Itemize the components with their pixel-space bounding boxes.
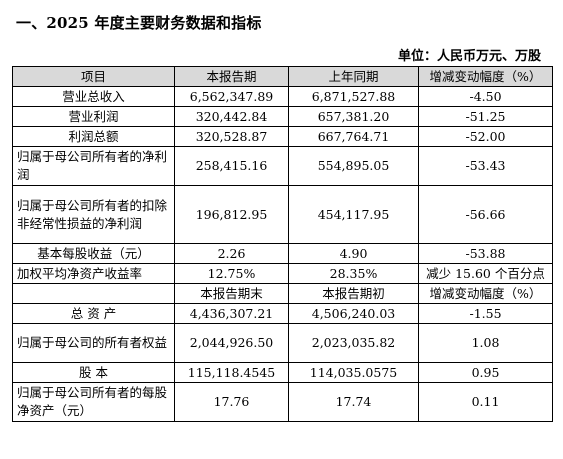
prior-value: 28.35% — [288, 263, 419, 284]
financial-data-table: 项目 本报告期 上年同期 增减变动幅度（%） 营业总收入 6,562,347.8… — [12, 66, 553, 422]
row-label: 归属于母公司所有者的每股净资产（元） — [12, 382, 175, 422]
row-label: 总 资 产 — [12, 303, 175, 324]
header-item: 项目 — [12, 66, 175, 87]
table-row: 总 资 产 4,436,307.21 4,506,240.03 -1.55 — [12, 303, 553, 324]
subheader-period-start: 本报告期初 — [288, 283, 419, 304]
row-label: 归属于母公司的所有者权益 — [12, 323, 175, 363]
table-row: 归属于母公司的所有者权益 2,044,926.50 2,023,035.82 1… — [12, 323, 553, 363]
header-current-period: 本报告期 — [174, 66, 289, 87]
change-value: 1.08 — [418, 323, 553, 363]
prior-value: 667,764.71 — [288, 126, 419, 147]
change-value: 0.95 — [418, 362, 553, 383]
prior-value: 657,381.20 — [288, 106, 419, 127]
row-label: 股 本 — [12, 362, 175, 383]
table-row: 营业总收入 6,562,347.89 6,871,527.88 -4.50 — [12, 86, 553, 107]
subheader-period-end: 本报告期末 — [174, 283, 289, 304]
current-value: 115,118.4545 — [174, 362, 289, 383]
current-value: 2,044,926.50 — [174, 323, 289, 363]
current-value: 17.76 — [174, 382, 289, 422]
row-label: 营业利润 — [12, 106, 175, 127]
table-row: 归属于母公司所有者的扣除非经常性损益的净利润 196,812.95 454,11… — [12, 185, 553, 244]
prior-value: 554,895.05 — [288, 146, 419, 186]
subheader-change-pct: 增减变动幅度（%） — [418, 283, 553, 304]
change-value: -56.66 — [418, 185, 553, 244]
table-row: 加权平均净资产收益率 12.75% 28.35% 减少 15.60 个百分点 — [12, 263, 553, 284]
row-label: 利润总额 — [12, 126, 175, 147]
current-value: 6,562,347.89 — [174, 86, 289, 107]
table-subheader-row: 本报告期末 本报告期初 增减变动幅度（%） — [12, 283, 553, 304]
change-value: -53.43 — [418, 146, 553, 186]
unit-label: 单位：人民币万元、万股 — [397, 49, 541, 64]
change-value: 减少 15.60 个百分点 — [418, 263, 553, 284]
row-label: 归属于母公司所有者的扣除非经常性损益的净利润 — [12, 185, 175, 244]
change-value: -52.00 — [418, 126, 553, 147]
subheader-item — [12, 283, 175, 304]
table-header-row: 项目 本报告期 上年同期 增减变动幅度（%） — [12, 66, 553, 87]
change-value: 0.11 — [418, 382, 553, 422]
current-value: 196,812.95 — [174, 185, 289, 244]
prior-value: 4.90 — [288, 243, 419, 264]
change-value: -53.88 — [418, 243, 553, 264]
current-value: 258,415.16 — [174, 146, 289, 186]
row-label: 基本每股收益（元） — [12, 243, 175, 264]
change-value: -51.25 — [418, 106, 553, 127]
change-value: -4.50 — [418, 86, 553, 107]
prior-value: 4,506,240.03 — [288, 303, 419, 324]
table-row: 基本每股收益（元） 2.26 4.90 -53.88 — [12, 243, 553, 264]
header-prior-period: 上年同期 — [288, 66, 419, 87]
current-value: 320,528.87 — [174, 126, 289, 147]
table-row: 利润总额 320,528.87 667,764.71 -52.00 — [12, 126, 553, 147]
current-value: 12.75% — [174, 263, 289, 284]
table-row: 股 本 115,118.4545 114,035.0575 0.95 — [12, 362, 553, 383]
current-value: 2.26 — [174, 243, 289, 264]
row-label: 营业总收入 — [12, 86, 175, 107]
prior-value: 2,023,035.82 — [288, 323, 419, 363]
prior-value: 6,871,527.88 — [288, 86, 419, 107]
header-change-pct: 增减变动幅度（%） — [418, 66, 553, 87]
table-row: 营业利润 320,442.84 657,381.20 -51.25 — [12, 106, 553, 127]
table-row: 归属于母公司所有者的净利润 258,415.16 554,895.05 -53.… — [12, 146, 553, 186]
prior-value: 17.74 — [288, 382, 419, 422]
row-label: 归属于母公司所有者的净利润 — [12, 146, 175, 186]
current-value: 4,436,307.21 — [174, 303, 289, 324]
table-row: 归属于母公司所有者的每股净资产（元） 17.76 17.74 0.11 — [12, 382, 553, 422]
section-title: 一、2025 年度主要财务数据和指标 — [16, 14, 262, 32]
row-label: 加权平均净资产收益率 — [12, 263, 175, 284]
current-value: 320,442.84 — [174, 106, 289, 127]
change-value: -1.55 — [418, 303, 553, 324]
prior-value: 114,035.0575 — [288, 362, 419, 383]
prior-value: 454,117.95 — [288, 185, 419, 244]
